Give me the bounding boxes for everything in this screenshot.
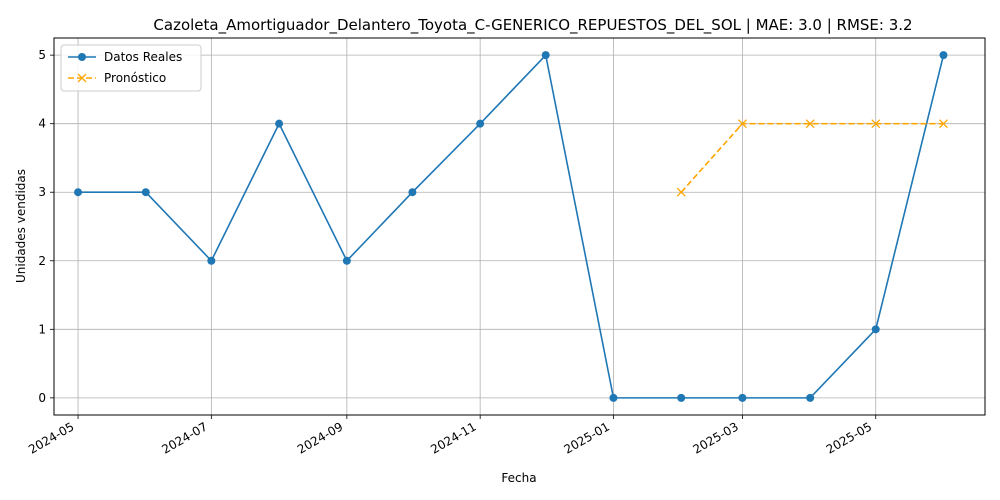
- series-pronostico: [676, 119, 948, 197]
- data-point: [541, 51, 550, 60]
- x-tick-label: 2025-03: [690, 419, 740, 456]
- forecast-point: [939, 119, 948, 129]
- x-tick-label: 2024-05: [26, 419, 76, 456]
- series-line: [680, 122, 944, 193]
- data-point: [939, 51, 948, 60]
- data-point: [141, 188, 150, 197]
- y-axis-ticks: 0 1 2 3 4 5: [38, 48, 54, 405]
- data-point: [738, 393, 747, 402]
- x-axis-label: Fecha: [501, 471, 536, 485]
- legend-label: Datos Reales: [104, 50, 182, 64]
- data-point: [207, 256, 216, 265]
- data-point: [806, 393, 815, 402]
- legend-label: Pronóstico: [104, 71, 166, 85]
- forecast-point: [676, 187, 686, 197]
- series-line: [78, 53, 945, 399]
- data-point: [871, 325, 880, 334]
- data-point: [609, 393, 618, 402]
- forecast-point: [805, 119, 815, 129]
- forecast-point: [737, 119, 747, 129]
- x-tick-label: 2024-11: [428, 419, 478, 456]
- x-tick-label: 2024-09: [295, 419, 345, 456]
- data-point: [275, 119, 284, 128]
- y-tick-label: 5: [38, 48, 46, 62]
- y-tick-label: 3: [38, 185, 46, 199]
- data-point: [78, 53, 86, 61]
- chart-title: Cazoleta_Amortiguador_Delantero_Toyota_C…: [153, 16, 912, 35]
- legend-item: Pronóstico: [68, 71, 166, 85]
- data-point: [74, 188, 83, 197]
- series-datos-reales: [74, 51, 948, 402]
- legend: Datos Reales Pronóstico: [60, 44, 202, 92]
- x-tick-label: 2024-07: [159, 419, 209, 456]
- x-tick-label: 2025-01: [562, 419, 612, 456]
- plot-frame: [53, 37, 986, 416]
- y-tick-label: 2: [38, 254, 46, 268]
- data-point: [408, 188, 417, 197]
- y-tick-label: 4: [38, 117, 46, 131]
- x-axis-ticks: 2024-05 2024-07 2024-09 2024-11 2025-01 2025-…: [26, 415, 877, 457]
- series-layer: [74, 51, 948, 402]
- y-tick-label: 1: [38, 322, 46, 336]
- forecast-point: [77, 73, 87, 83]
- legend-item: Datos Reales: [68, 50, 182, 64]
- x-tick-label: 2025-05: [824, 419, 874, 456]
- data-point: [677, 393, 686, 402]
- y-axis-label: Unidades vendidas: [14, 169, 28, 283]
- y-tick-label: 0: [38, 391, 46, 405]
- forecast-point: [871, 119, 881, 129]
- grid-lines: [54, 38, 985, 415]
- data-point: [476, 119, 485, 128]
- data-point: [342, 256, 351, 265]
